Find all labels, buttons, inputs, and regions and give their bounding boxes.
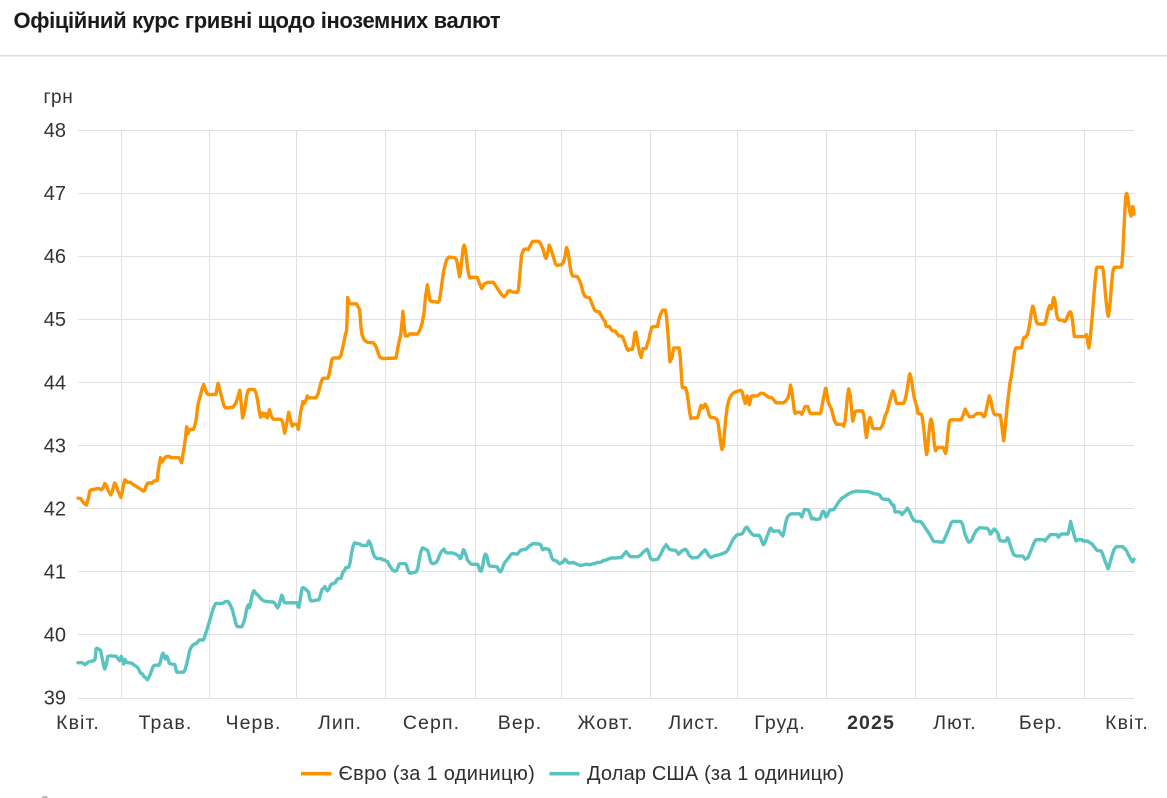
svg-text:42: 42	[44, 499, 66, 521]
svg-text:Вер.: Вер.	[498, 712, 543, 734]
svg-text:43: 43	[44, 435, 66, 457]
svg-text:Жовт.: Жовт.	[577, 712, 633, 734]
svg-text:40: 40	[44, 625, 66, 647]
svg-text:грн: грн	[44, 87, 74, 108]
svg-text:Долар США (за 1 одиницю): Долар США (за 1 одиницю)	[587, 763, 844, 785]
svg-text:Квіт.: Квіт.	[56, 712, 100, 734]
svg-text:48: 48	[44, 120, 66, 142]
svg-text:Офіційний курс гривні щодо іно: Офіційний курс гривні щодо іноземних вал…	[14, 8, 501, 33]
svg-text:47: 47	[44, 183, 66, 205]
svg-text:2025: 2025	[847, 712, 895, 734]
svg-text:45: 45	[44, 309, 66, 331]
svg-text:Серп.: Серп.	[403, 712, 460, 734]
svg-text:Квіт.: Квіт.	[1105, 712, 1149, 734]
svg-text:Черв.: Черв.	[226, 712, 282, 734]
svg-text:Євро (за 1 одиницю): Євро (за 1 одиницю)	[339, 763, 536, 785]
svg-text:Бер.: Бер.	[1019, 712, 1063, 734]
svg-text:46: 46	[44, 246, 66, 268]
svg-text:Трав.: Трав.	[139, 712, 193, 734]
svg-text:Лют.: Лют.	[933, 712, 977, 734]
svg-text:Лист.: Лист.	[668, 712, 719, 734]
svg-text:41: 41	[44, 562, 66, 584]
svg-text:39: 39	[44, 688, 66, 710]
svg-text:44: 44	[44, 372, 66, 394]
svg-text:Лип.: Лип.	[318, 712, 362, 734]
svg-text:Груд.: Груд.	[754, 712, 806, 734]
